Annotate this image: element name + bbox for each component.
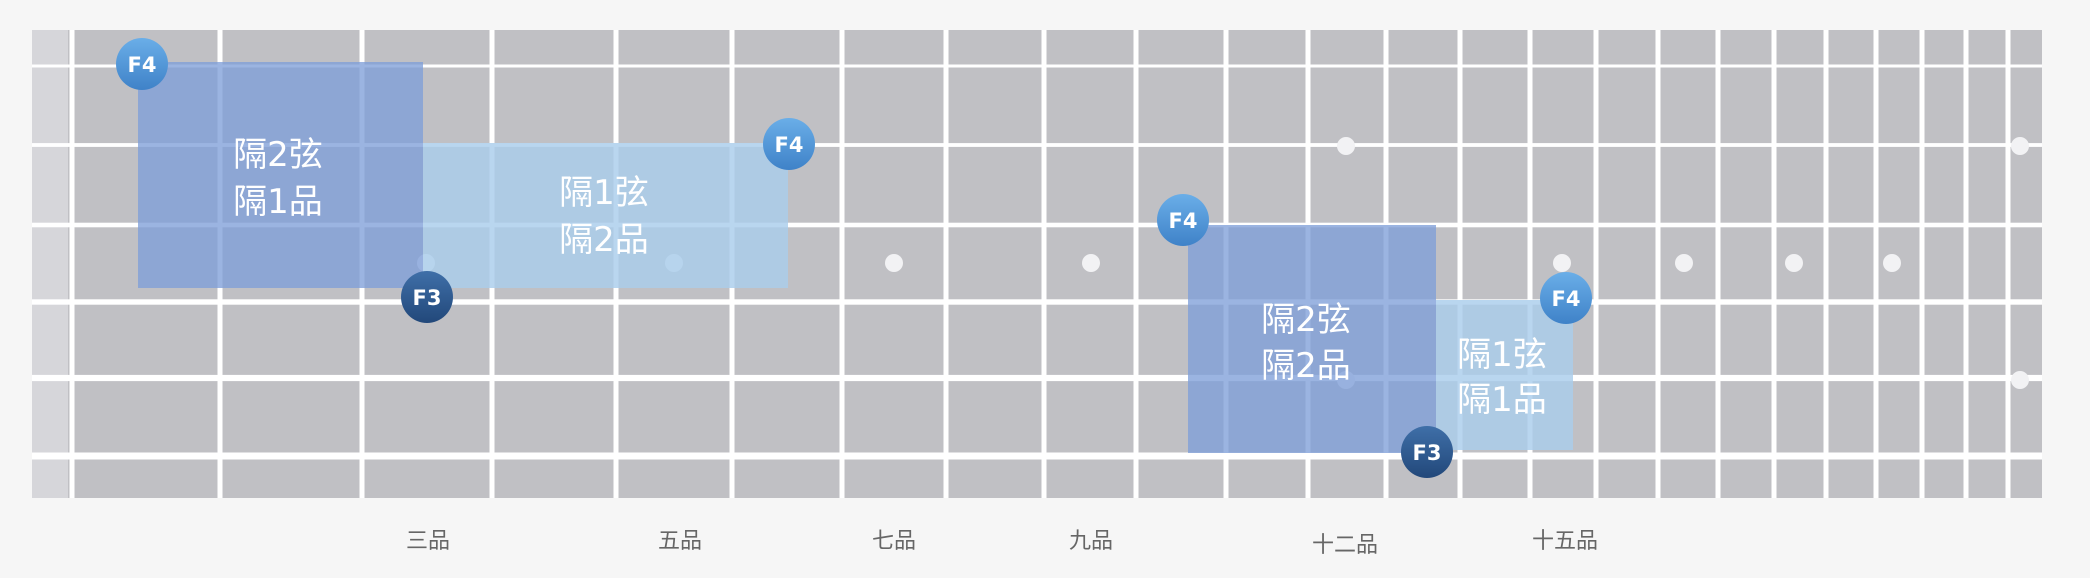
region-2-line-2: 隔2品 — [559, 220, 649, 260]
inlay-dot — [885, 254, 903, 272]
region-4-line-2: 隔1品 — [1457, 380, 1547, 420]
fret-wire — [69, 30, 75, 498]
note-label: F3 — [413, 286, 442, 310]
inlay-dot — [2011, 371, 2029, 389]
interval-region-4-box — [1436, 300, 1573, 450]
interval-region-2-box — [423, 143, 788, 288]
fret-wire — [1527, 30, 1533, 498]
interval-region-4: 隔1弦 隔1品 — [1436, 300, 1573, 450]
fret-wire — [1823, 30, 1829, 498]
guitar-string — [32, 452, 2042, 460]
region-3-line-2: 隔2品 — [1261, 346, 1351, 386]
region-3-line-1: 隔2弦 — [1261, 300, 1351, 340]
guitar-string — [32, 374, 2042, 382]
fret-wire — [839, 30, 845, 498]
note-circle — [1157, 194, 1209, 246]
fret-wire — [1771, 30, 1777, 498]
inlay-dot — [1337, 137, 1355, 155]
fret-wire — [1919, 30, 1925, 498]
fret-label-5: 五品 — [658, 529, 702, 554]
region-4-line-1: 隔1弦 — [1457, 335, 1547, 375]
inlay-dot — [1082, 254, 1100, 272]
guitar-string — [32, 299, 2042, 305]
fret-wire — [1873, 30, 1879, 498]
fret-wire — [1655, 30, 1661, 498]
fret-wire — [2005, 30, 2011, 498]
region-1-line-2: 隔1品 — [233, 182, 323, 222]
fret-wire — [1593, 30, 1599, 498]
note-circle — [401, 271, 453, 323]
fret-label-12: 十二品 — [1312, 533, 1378, 558]
guitar-string — [32, 143, 2042, 147]
note-label: F4 — [1169, 209, 1198, 233]
note-label: F4 — [1552, 287, 1581, 311]
note-marker-f3: F3 — [401, 271, 453, 323]
note-label: F4 — [775, 133, 804, 157]
note-circle — [763, 118, 815, 170]
inlay-dot — [1785, 254, 1803, 272]
note-label: F4 — [128, 53, 157, 77]
interval-region-1-box — [138, 62, 423, 288]
note-marker-f3: F3 — [1401, 426, 1453, 478]
guitar-string — [32, 222, 2042, 228]
fret-wire — [1041, 30, 1047, 498]
inlay-dot — [1553, 254, 1571, 272]
interval-region-3: 隔2弦 隔2品 — [1188, 225, 1436, 453]
interval-region-2: 隔1弦 隔2品 — [423, 143, 788, 288]
region-2-line-1: 隔1弦 — [559, 173, 649, 213]
note-marker-f4: F4 — [1157, 194, 1209, 246]
note-marker-f4: F4 — [116, 38, 168, 90]
note-label: F3 — [1413, 441, 1442, 465]
note-marker-f4: F4 — [1540, 272, 1592, 324]
guitar-string — [32, 64, 2042, 68]
inlay-dot — [1675, 254, 1693, 272]
note-circle — [1401, 426, 1453, 478]
note-circle — [1540, 272, 1592, 324]
interval-region-1: 隔2弦 隔1品 — [138, 62, 423, 288]
note-circle — [116, 38, 168, 90]
fret-label-15: 十五品 — [1532, 529, 1598, 554]
fret-wire — [1715, 30, 1721, 498]
fret-label-9: 九品 — [1069, 529, 1113, 554]
fret-label-7: 七品 — [872, 529, 916, 554]
inlay-dot — [1883, 254, 1901, 272]
region-1-line-1: 隔2弦 — [233, 135, 323, 175]
fret-wire — [1133, 30, 1139, 498]
fret-wire — [943, 30, 949, 498]
fret-wire — [1963, 30, 1969, 498]
note-marker-f4: F4 — [763, 118, 815, 170]
fret-label-3: 三品 — [406, 529, 450, 554]
fret-wire — [1457, 30, 1463, 498]
interval-region-3-box — [1188, 225, 1436, 453]
nut-area — [32, 30, 68, 498]
inlay-dot — [2011, 137, 2029, 155]
